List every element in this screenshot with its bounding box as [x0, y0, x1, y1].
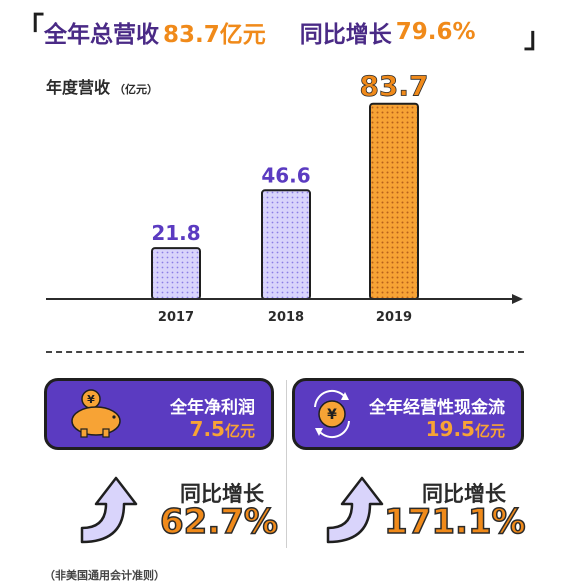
- cash-flow-yoy-value: 171.1%: [383, 501, 526, 543]
- net-profit-value: 7.5: [189, 417, 225, 441]
- bar-2018: [261, 189, 311, 300]
- bar-value-label: 21.8: [151, 221, 200, 245]
- cash-flow-label: 全年经营性现金流: [369, 398, 505, 418]
- net-profit-yoy-label: 同比增长: [180, 482, 264, 506]
- cash-flow-card: ¥ 全年经营性现金流 19.5亿元: [292, 378, 524, 450]
- growth-arrow-icon: [326, 476, 384, 544]
- x-tick-label: 2019: [376, 310, 412, 325]
- corner-bracket-top-left: 「: [16, 11, 45, 44]
- coin-symbol: ¥: [327, 407, 337, 423]
- headline: 全年总营收 83.7亿元 同比增长 79.6%: [44, 12, 525, 52]
- piggy-bank-icon: ¥: [71, 389, 121, 438]
- headline-growth-label: 同比增长: [299, 22, 392, 48]
- chart-title: 年度营收 （亿元）: [46, 74, 158, 98]
- yuan-coin-icon: ¥: [314, 389, 350, 439]
- column-divider: [286, 380, 287, 548]
- coin-symbol: ¥: [87, 393, 95, 406]
- chart-unit: （亿元）: [114, 83, 159, 96]
- cash-flow-value: 19.5: [425, 417, 475, 441]
- bar-2019: [369, 102, 419, 300]
- headline-total-value: 83.7亿元: [163, 22, 266, 48]
- section-divider: [46, 351, 524, 353]
- chart-title-text: 年度营收: [46, 78, 111, 97]
- cash-flow-value-wrap: 19.5亿元: [426, 417, 505, 441]
- growth-arrow-icon: [80, 476, 138, 544]
- x-tick-label: 2017: [158, 310, 194, 325]
- bar-value-label: 83.7: [359, 70, 428, 103]
- x-axis-arrow: [512, 294, 523, 304]
- cash-flow-yoy-label: 同比增长: [422, 482, 506, 506]
- corner-bracket-top-right: 」: [524, 21, 553, 54]
- footnote: （非美国通用会计准则）: [44, 569, 165, 582]
- bar-value-label: 46.6: [261, 163, 310, 187]
- net-profit-yoy-value: 62.7%: [159, 501, 278, 543]
- net-profit-card: ¥ 全年净利润 7.5亿元: [44, 378, 274, 450]
- cash-flow-unit: 亿元: [474, 422, 505, 440]
- net-profit-label: 全年净利润: [170, 398, 255, 418]
- bar-2017: [151, 247, 201, 300]
- revenue-bar-chart: 21.8 46.6 83.7 2017 2018 2019: [46, 69, 523, 325]
- headline-growth-value: 79.6%: [395, 19, 476, 45]
- headline-total-label: 全年总营收: [44, 22, 159, 48]
- net-profit-unit: 亿元: [224, 422, 255, 440]
- net-profit-value-wrap: 7.5亿元: [190, 417, 255, 441]
- x-tick-label: 2018: [268, 310, 304, 325]
